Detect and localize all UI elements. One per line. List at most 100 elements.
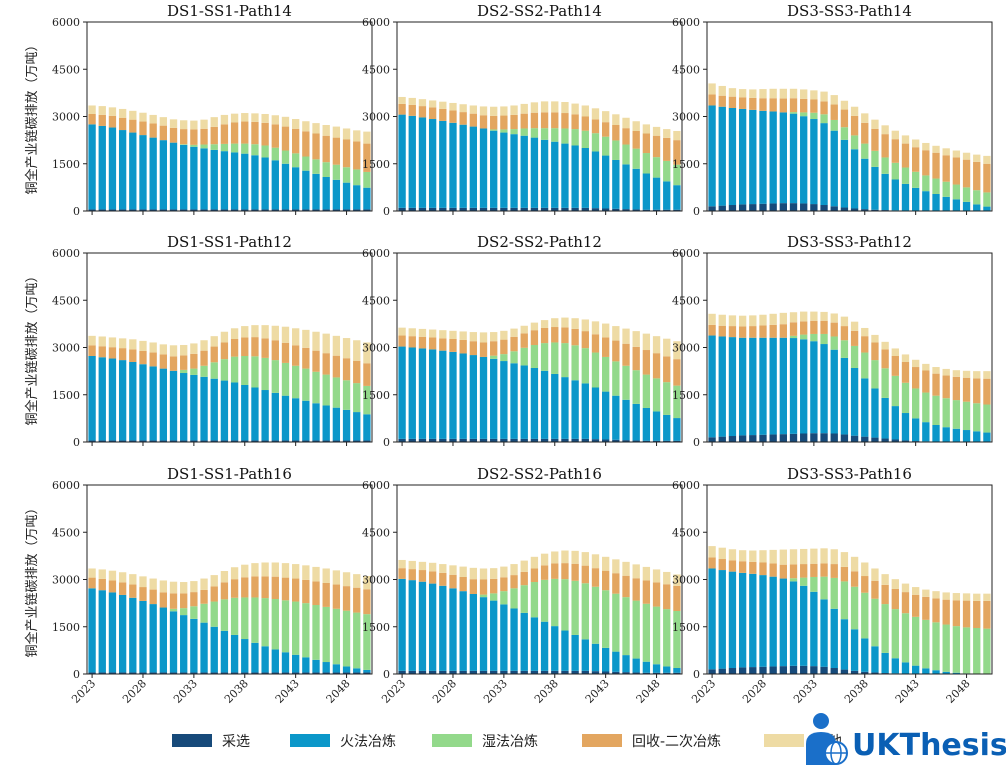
bar-segment (673, 209, 681, 211)
bar-segment (180, 582, 188, 594)
bar-segment (190, 581, 198, 593)
bar-segment (332, 179, 341, 210)
bar-segment (861, 143, 869, 159)
bar-segment (469, 332, 478, 342)
bar-segment (779, 203, 787, 212)
y-tick-label: 6000 (362, 247, 390, 260)
bar-segment (901, 583, 910, 593)
bar-segment (251, 356, 259, 388)
bar-segment (500, 591, 508, 605)
bar-segment (251, 209, 259, 211)
bar-segment (302, 657, 310, 673)
bar-segment (789, 322, 798, 336)
bar-segment (983, 404, 991, 433)
y-tick-label: 0 (73, 205, 80, 218)
bar-segment (159, 117, 168, 126)
bar-segment (469, 341, 478, 356)
bar-segment (332, 137, 341, 165)
bar-segment (602, 337, 610, 357)
bar-segment (261, 598, 269, 647)
bar-segment (363, 672, 371, 674)
bar-segment (912, 359, 920, 368)
bar-segment (363, 363, 371, 386)
bar-segment (271, 440, 279, 442)
y-tick-label: 1500 (52, 621, 80, 634)
bar-segment (571, 634, 579, 671)
bar-segment (281, 326, 290, 343)
bar-segment (800, 585, 808, 666)
bar-segment (108, 115, 117, 128)
bar-segment (632, 121, 640, 131)
bar-segment (952, 593, 961, 601)
bar-segment (642, 209, 651, 211)
bar-segment (962, 627, 971, 674)
bar-segment (180, 355, 188, 370)
bar-segment (652, 336, 661, 354)
bar-segment (922, 142, 930, 151)
bar-segment (942, 375, 950, 399)
bar-segment (663, 137, 671, 161)
bar-segment (738, 572, 747, 668)
x-tick-label: 2033 (791, 677, 820, 706)
bar-segment (800, 548, 808, 565)
bar-segment (830, 322, 838, 337)
bar-segment (449, 670, 457, 674)
bar-segment (632, 600, 640, 659)
bar-segment (408, 104, 416, 116)
bar-segment (789, 98, 798, 113)
bar-segment (728, 549, 737, 561)
bar-segment (561, 317, 569, 328)
bar-segment (210, 440, 218, 442)
legend-label: 火法冶炼 (340, 734, 396, 750)
bar-segment (810, 576, 818, 592)
bar-segment (281, 652, 290, 673)
bar-segment (459, 670, 467, 674)
bar-segment (342, 586, 351, 611)
bar-segment (428, 337, 437, 350)
bar-segment (861, 436, 869, 442)
bar-segment (408, 336, 416, 348)
bar-segment (418, 438, 427, 442)
bar-segment (718, 336, 726, 437)
bar-segment (418, 207, 427, 211)
bar-segment (159, 440, 168, 442)
bar-segment (840, 619, 849, 670)
bar-segment (881, 574, 889, 585)
bar-segment (353, 185, 361, 210)
bar-segment (159, 354, 168, 369)
bar-segment (271, 672, 279, 674)
bar-segment (871, 360, 879, 389)
bar-segment (632, 168, 640, 210)
bar-segment (149, 440, 157, 442)
bar-segment (942, 671, 950, 674)
bar-segment (810, 311, 818, 321)
bar-segment (428, 670, 437, 674)
bar-segment (363, 614, 371, 670)
bar-segment (789, 112, 798, 114)
y-tick-label: 4500 (672, 294, 700, 307)
y-tick-label: 3000 (362, 111, 390, 124)
bar-segment (500, 132, 508, 208)
legend-label: 回收-二次冶炼 (632, 734, 721, 750)
bar-segment (408, 115, 416, 208)
bar-segment (169, 209, 178, 211)
bar-segment (789, 549, 798, 565)
bar-segment (952, 199, 961, 211)
bar-segment (850, 135, 859, 150)
bar-segment (983, 192, 991, 207)
bar-segment (881, 604, 889, 653)
bar-segment (810, 119, 818, 205)
bar-segment (139, 340, 147, 351)
bar-segment (779, 98, 787, 113)
bar-segment (129, 597, 137, 673)
bar-segment (281, 577, 290, 601)
bar-segment (490, 670, 498, 674)
bar-segment (602, 439, 610, 442)
bar-segment (459, 566, 467, 577)
y-tick-label: 0 (73, 436, 80, 449)
bar-segment (642, 566, 651, 581)
bar-segment (271, 147, 279, 161)
bar-segment (789, 312, 798, 323)
bar-segment (520, 670, 528, 674)
bar-segment (418, 328, 427, 337)
